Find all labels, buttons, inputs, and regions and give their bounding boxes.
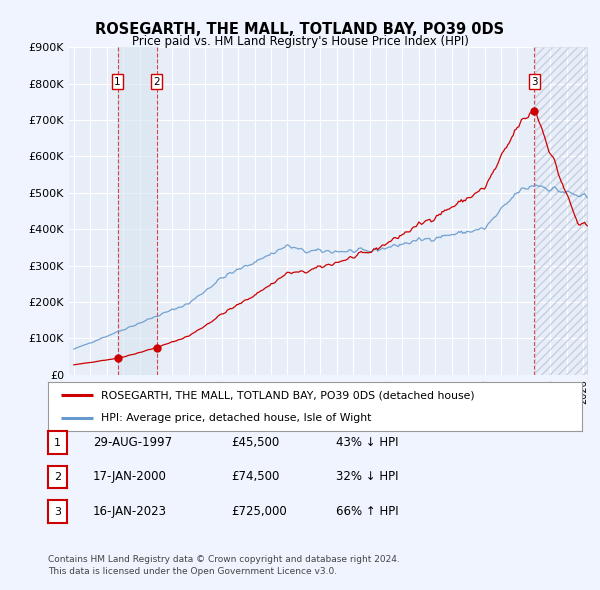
Text: 43% ↓ HPI: 43% ↓ HPI bbox=[336, 436, 398, 449]
Bar bbox=[118, 47, 157, 375]
Text: 2: 2 bbox=[154, 77, 160, 87]
Text: 32% ↓ HPI: 32% ↓ HPI bbox=[336, 470, 398, 483]
Text: 29-AUG-1997: 29-AUG-1997 bbox=[93, 436, 172, 449]
Text: Contains HM Land Registry data © Crown copyright and database right 2024.
This d: Contains HM Land Registry data © Crown c… bbox=[48, 555, 400, 576]
Text: ROSEGARTH, THE MALL, TOTLAND BAY, PO39 0DS (detached house): ROSEGARTH, THE MALL, TOTLAND BAY, PO39 0… bbox=[101, 391, 475, 401]
Text: HPI: Average price, detached house, Isle of Wight: HPI: Average price, detached house, Isle… bbox=[101, 412, 372, 422]
Text: ROSEGARTH, THE MALL, TOTLAND BAY, PO39 0DS: ROSEGARTH, THE MALL, TOTLAND BAY, PO39 0… bbox=[95, 22, 505, 37]
Text: 16-JAN-2023: 16-JAN-2023 bbox=[93, 505, 167, 518]
Text: 1: 1 bbox=[115, 77, 121, 87]
Text: £725,000: £725,000 bbox=[231, 505, 287, 518]
Text: £45,500: £45,500 bbox=[231, 436, 279, 449]
Text: £74,500: £74,500 bbox=[231, 470, 280, 483]
Text: 3: 3 bbox=[531, 77, 538, 87]
Text: 2: 2 bbox=[54, 472, 61, 481]
Text: 1: 1 bbox=[54, 438, 61, 447]
Text: 66% ↑ HPI: 66% ↑ HPI bbox=[336, 505, 398, 518]
Text: 3: 3 bbox=[54, 507, 61, 516]
Text: Price paid vs. HM Land Registry's House Price Index (HPI): Price paid vs. HM Land Registry's House … bbox=[131, 35, 469, 48]
Text: 17-JAN-2000: 17-JAN-2000 bbox=[93, 470, 167, 483]
